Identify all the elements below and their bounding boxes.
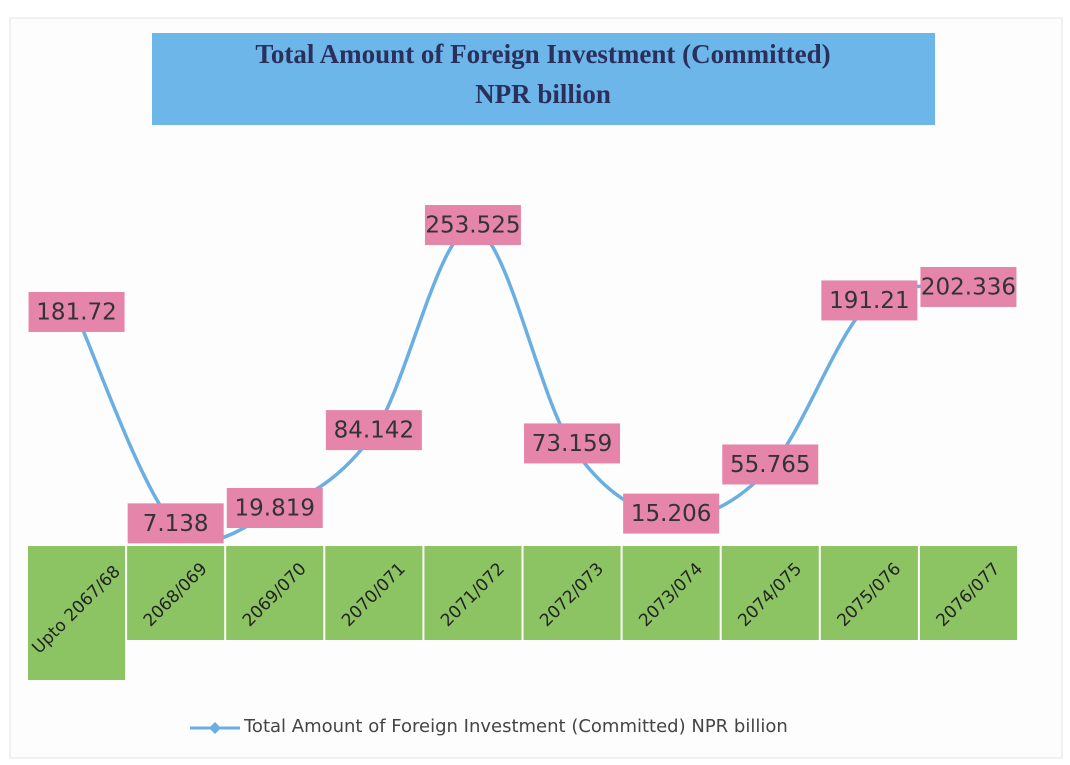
data-label-box [920,266,1017,307]
category-box [127,546,225,640]
data-label: 55.765 [730,452,810,478]
chart-frame [9,17,1063,759]
data-label-box [524,423,621,464]
data-label-box [623,493,720,534]
data-label: 73.159 [532,431,612,457]
data-label-box [821,280,918,321]
data-label-box [722,444,819,485]
legend-label: Total Amount of Foreign Investment (Comm… [243,716,788,737]
data-label: 84.142 [334,418,414,444]
category-box [325,546,423,640]
title-box [152,33,935,125]
legend-marker [209,722,221,734]
data-label-box [127,503,224,544]
data-label: 202.336 [921,274,1016,300]
data-label: 7.138 [143,511,209,537]
category-box [820,546,918,640]
category-box [28,546,126,680]
data-label-box [325,410,422,451]
category-box [919,546,1017,640]
data-label: 181.72 [36,299,116,325]
chart-title: Total Amount of Foreign Investment (Comm… [255,39,830,69]
category-box [622,546,720,640]
category-box [226,546,324,640]
data-label: 19.819 [235,496,315,522]
data-label-box [28,291,125,332]
chart-subtitle: NPR billion [475,79,611,109]
data-label-box [226,488,323,529]
data-label: 15.206 [631,501,711,527]
data-label: 191.21 [829,288,909,314]
category-box [523,546,621,640]
data-label: 253.525 [425,213,520,239]
category-box [424,546,522,640]
data-label-box [424,205,521,245]
category-box [721,546,819,640]
